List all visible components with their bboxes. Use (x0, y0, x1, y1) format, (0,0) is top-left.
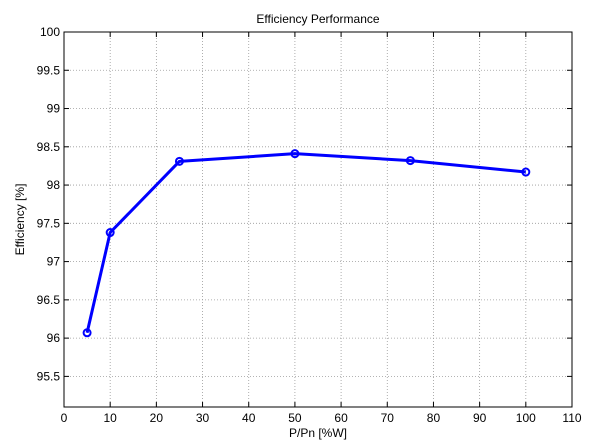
y-tick-label: 98.5 (37, 140, 61, 154)
data-point (174, 156, 184, 166)
y-tick-label: 98 (47, 178, 61, 192)
data-point (82, 328, 92, 338)
data-point (521, 167, 531, 177)
x-tick-label: 70 (381, 411, 395, 425)
x-tick-label: 0 (61, 411, 68, 425)
chart-title: Efficiency Performance (256, 12, 379, 26)
grid-lines (64, 32, 572, 407)
y-axis-label: Efficiency [%] (13, 184, 27, 256)
x-tick-label: 50 (288, 411, 302, 425)
x-tick-label: 30 (196, 411, 210, 425)
y-tick-label: 99 (47, 102, 61, 116)
plot-frame (63, 31, 573, 408)
x-axis-label: P/Pn [%W] (289, 426, 347, 440)
x-tick-label: 90 (473, 411, 487, 425)
x-tick-label: 40 (242, 411, 256, 425)
efficiency-series-line (85, 152, 526, 334)
series-layer (82, 149, 531, 338)
y-tick-label: 97.5 (37, 216, 61, 230)
axis-ticks: 0 10 20 30 40 50 60 70 80 90 100 110 95.5 96 96.5 97 97.… (37, 25, 582, 425)
x-tick-label: 110 (562, 411, 581, 425)
x-tick-label: 20 (150, 411, 164, 425)
data-point (105, 228, 115, 238)
y-tick-label: 97 (47, 255, 61, 269)
data-point (405, 156, 415, 166)
data-point (290, 149, 300, 159)
x-tick-label: 80 (427, 411, 441, 425)
plot-area (64, 32, 572, 407)
y-tick-label: 99.5 (37, 63, 61, 77)
y-tick-label: 96.5 (37, 293, 61, 307)
x-tick-label: 10 (104, 411, 118, 425)
x-tick-label: 60 (334, 411, 348, 425)
y-tick-label: 95.5 (37, 369, 61, 383)
y-tick-label: 96 (47, 331, 61, 345)
x-tick-label: 100 (516, 411, 536, 425)
y-tick-label: 100 (40, 25, 60, 39)
